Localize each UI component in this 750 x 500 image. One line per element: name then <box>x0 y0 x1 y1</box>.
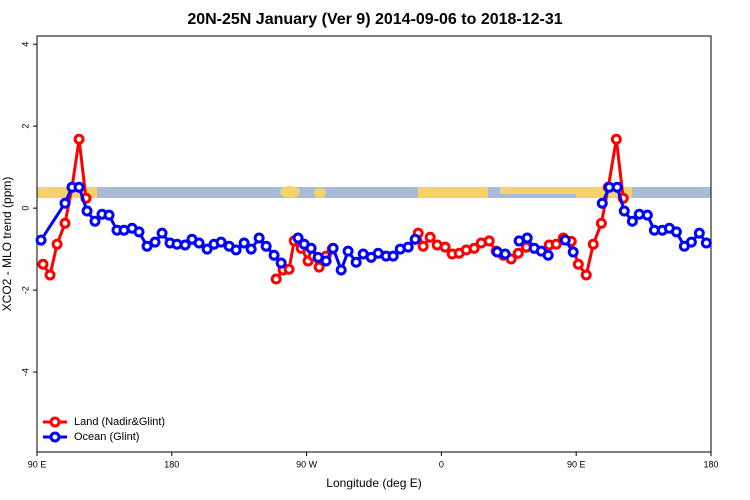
data-point <box>693 227 705 239</box>
map-strip <box>37 186 711 198</box>
data-point <box>313 261 325 273</box>
data-point <box>572 258 584 270</box>
data-point <box>700 237 712 249</box>
data-point <box>685 236 697 248</box>
data-point <box>499 248 511 260</box>
series-line <box>41 139 625 280</box>
data-point <box>245 243 257 255</box>
data-point <box>270 273 282 285</box>
data-point <box>149 236 161 248</box>
x-tick-label: 90 E <box>28 459 47 469</box>
data-point <box>179 239 191 251</box>
data-point <box>201 243 213 255</box>
x-tick-label: 90 W <box>296 459 318 469</box>
data-point <box>387 250 399 262</box>
data-point <box>409 233 421 245</box>
data-point <box>595 217 607 229</box>
data-point <box>260 240 272 252</box>
legend-marker <box>49 431 61 443</box>
data-point <box>81 205 93 217</box>
data-point <box>550 238 562 250</box>
data-point <box>103 209 115 221</box>
data-point <box>141 240 153 252</box>
data-point <box>275 257 287 269</box>
data-point <box>468 242 480 254</box>
data-point <box>350 256 362 268</box>
x-tick-label: 180 <box>164 459 179 469</box>
data-point <box>73 181 85 193</box>
data-point <box>51 238 63 250</box>
legend-label: Ocean (Glint) <box>74 431 139 443</box>
data-point <box>44 269 56 281</box>
data-point <box>59 217 71 229</box>
data-point <box>320 255 332 267</box>
x-tick-label: 0 <box>439 459 444 469</box>
data-point <box>611 181 623 193</box>
legend-label: Land (Nadir&Glint) <box>74 416 165 428</box>
legend-marker <box>49 416 61 428</box>
data-point <box>483 235 495 247</box>
y-tick-label: -2 <box>20 286 30 294</box>
data-point <box>424 231 436 243</box>
data-point <box>402 241 414 253</box>
data-point <box>238 237 250 249</box>
y-tick-label: 2 <box>20 124 30 129</box>
plot-frame <box>36 35 712 453</box>
data-point <box>559 234 571 246</box>
data-point <box>283 263 295 275</box>
data-point <box>89 215 101 227</box>
data-point <box>417 240 429 252</box>
data-point <box>327 242 339 254</box>
data-point <box>305 242 317 254</box>
data-point <box>230 244 242 256</box>
data-point <box>587 238 599 250</box>
data-point <box>73 133 85 145</box>
data-point <box>670 226 682 238</box>
data-point <box>610 133 622 145</box>
data-point <box>335 264 347 276</box>
data-point <box>37 258 49 270</box>
y-axis-label: XCO2 - MLO trend (ppm) <box>0 177 14 312</box>
data-point <box>292 232 304 244</box>
x-tick-label: 180 <box>703 459 718 469</box>
data-point <box>567 246 579 258</box>
data-point <box>215 236 227 248</box>
x-tick-label: 90 E <box>567 459 586 469</box>
data-point <box>580 269 592 281</box>
data-point <box>618 205 630 217</box>
chart-title: 20N-25N January (Ver 9) 2014-09-06 to 20… <box>187 11 562 28</box>
data-point <box>641 209 653 221</box>
y-tick-label: -4 <box>20 368 30 376</box>
data-point <box>596 197 608 209</box>
data-point <box>59 197 71 209</box>
data-point <box>253 232 265 244</box>
y-tick-label: 4 <box>20 42 30 47</box>
data-point <box>512 247 524 259</box>
y-tick-label: 0 <box>20 206 30 211</box>
x-axis-label: Longitude (deg E) <box>326 476 421 490</box>
data-point <box>439 241 451 253</box>
data-point <box>542 249 554 261</box>
data-point <box>156 227 168 239</box>
data-point <box>342 245 354 257</box>
data-point <box>268 249 280 261</box>
data-point <box>35 234 47 246</box>
data-point <box>626 215 638 227</box>
data-point <box>521 232 533 244</box>
data-point <box>193 237 205 249</box>
data-point <box>133 226 145 238</box>
